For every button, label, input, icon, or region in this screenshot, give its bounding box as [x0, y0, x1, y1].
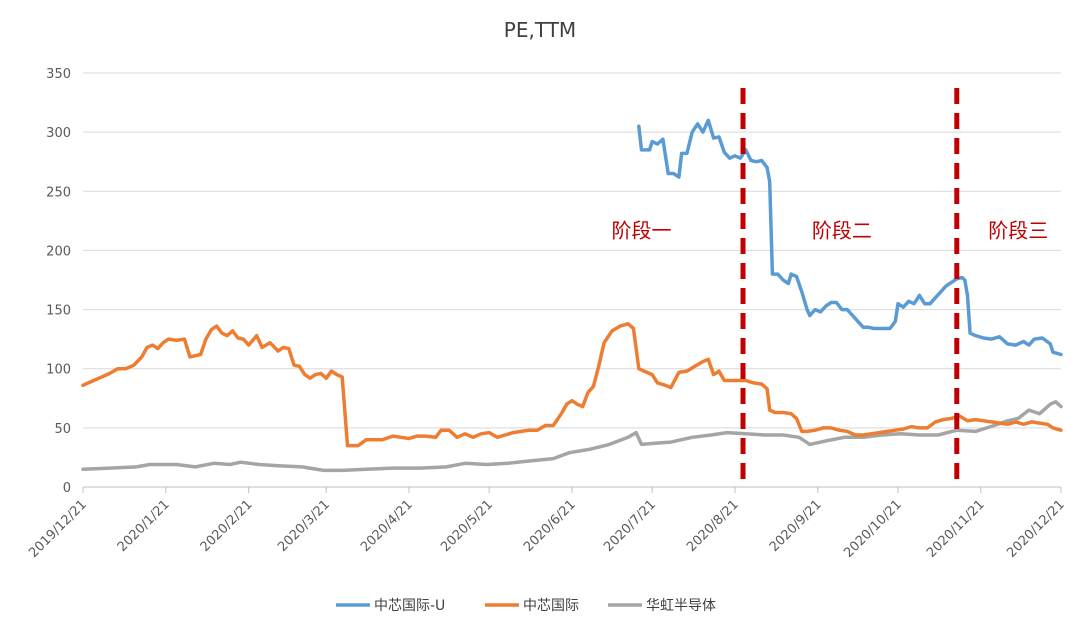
- x-tick-label: 2020/10/21: [841, 497, 905, 561]
- x-tick-label: 2020/7/21: [601, 497, 659, 555]
- x-axis: 2019/12/21 2020/1/21 2020/2/21 2020/3/21 202…: [26, 486, 1068, 561]
- phase-label: 阶段二: [812, 218, 872, 242]
- phase-label: 阶段三: [988, 218, 1048, 242]
- legend: 中芯国际-U 中芯国际 华虹半导体: [336, 598, 716, 614]
- series-line: [637, 118, 1063, 357]
- phase-markers: 阶段一 阶段二 阶段三: [611, 88, 1048, 487]
- y-tick-label: 150: [46, 304, 71, 319]
- y-tick-label: 0: [63, 481, 71, 496]
- x-tick-label: 2020/12/21: [1004, 497, 1068, 561]
- x-tick-label: 2020/2/21: [198, 497, 256, 555]
- y-tick-label: 350: [46, 67, 71, 82]
- x-tick-label: 2020/9/21: [767, 497, 825, 555]
- x-tick-label: 2020/11/21: [924, 497, 988, 561]
- y-tick-label: 100: [46, 363, 71, 378]
- y-axis-ticks: 0 50 100 150 200 250 300 350: [46, 67, 71, 496]
- y-tick-label: 50: [54, 422, 71, 437]
- x-tick-label: 2019/12/21: [26, 497, 90, 561]
- y-tick-label: 250: [46, 185, 71, 200]
- legend-label: 华虹半导体: [646, 598, 716, 614]
- legend-label: 中芯国际: [523, 598, 579, 614]
- chart-title: PE,TTM: [504, 18, 576, 42]
- grid-lines: [83, 72, 1061, 429]
- phase-label: 阶段一: [611, 218, 671, 242]
- x-tick-label: 2020/1/21: [115, 497, 173, 555]
- x-tick-label: 2020/4/21: [358, 497, 416, 555]
- y-tick-label: 200: [46, 244, 71, 259]
- series-line: [81, 322, 1063, 448]
- series-lines: [81, 118, 1063, 473]
- x-tick-label: 2020/6/21: [521, 497, 579, 555]
- x-tick-label: 2020/3/21: [275, 497, 333, 555]
- series-line: [81, 400, 1063, 473]
- legend-label: 中芯国际-U: [374, 598, 445, 614]
- y-tick-label: 300: [46, 126, 71, 141]
- x-tick-label: 2020/5/21: [438, 497, 496, 555]
- x-tick-label: 2020/8/21: [684, 497, 742, 555]
